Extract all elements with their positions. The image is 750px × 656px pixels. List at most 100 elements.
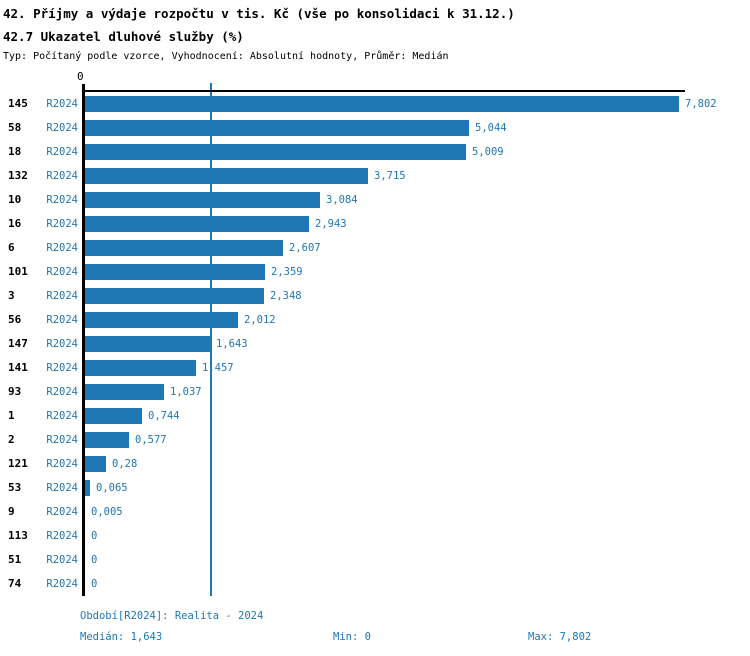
chart-row: 93 R2024 1,037: [0, 380, 750, 404]
value-label: 5,044: [475, 122, 507, 134]
value-label: 7,802: [685, 98, 717, 110]
value-label: 2,607: [289, 242, 321, 254]
row-category-label: 6: [8, 241, 15, 254]
value-bar: [85, 312, 238, 328]
row-category-label: 121: [8, 457, 28, 470]
chart-row: 51 R2024 0: [0, 548, 750, 572]
value-bar: [85, 264, 265, 280]
row-series-label: R2024: [46, 242, 78, 254]
legend-period-line: Období[R2024]: Realita - 2024: [80, 610, 264, 622]
chart-row: 145 R2024 7,802: [0, 92, 750, 116]
chart-subtitle: 42.7 Ukazatel dluhové služby (%): [3, 29, 244, 44]
row-series-label: R2024: [46, 506, 78, 518]
row-category-label: 18: [8, 145, 22, 158]
value-bar: [85, 288, 264, 304]
value-bar: [85, 432, 129, 448]
row-series-label: R2024: [46, 338, 78, 350]
chart-row: 147 R2024 1,643: [0, 332, 750, 356]
max-stat-label: Max: 7,802: [528, 631, 592, 643]
chart-row: 113 R2024 0: [0, 524, 750, 548]
row-category-label: 113: [8, 529, 28, 542]
row-series-label: R2024: [46, 194, 78, 206]
row-category-label: 9: [8, 505, 15, 518]
chart-title: 42. Příjmy a výdaje rozpočtu v tis. Kč (…: [3, 6, 515, 21]
value-label: 2,943: [315, 218, 347, 230]
row-series-label: R2024: [46, 482, 78, 494]
row-series-label: R2024: [46, 554, 78, 566]
value-label: 5,009: [472, 146, 504, 158]
value-bar: [85, 96, 679, 112]
value-bar: [85, 216, 309, 232]
row-category-label: 93: [8, 385, 22, 398]
row-series-label: R2024: [46, 578, 78, 590]
value-bar: [85, 168, 368, 184]
row-series-label: R2024: [46, 290, 78, 302]
row-series-label: R2024: [46, 362, 78, 374]
row-series-label: R2024: [46, 122, 78, 134]
x-axis-zero-tick-label: 0: [77, 70, 84, 83]
value-bar: [85, 384, 164, 400]
value-bar: [85, 360, 196, 376]
row-category-label: 56: [8, 313, 22, 326]
row-series-label: R2024: [46, 98, 78, 110]
row-category-label: 53: [8, 481, 22, 494]
median-reference-line: [210, 83, 212, 596]
chart-meta-line: Typ: Počítaný podle vzorce, Vyhodnocení:…: [3, 51, 449, 62]
chart-row: 3 R2024 2,348: [0, 284, 750, 308]
row-category-label: 74: [8, 577, 22, 590]
value-label: 0: [91, 530, 98, 542]
value-label: 0: [91, 554, 98, 566]
chart-row: 56 R2024 2,012: [0, 308, 750, 332]
value-label: 0,065: [96, 482, 128, 494]
value-label: 1,643: [216, 338, 248, 350]
chart-row: 10 R2024 3,084: [0, 188, 750, 212]
value-bar: [85, 480, 90, 496]
row-category-label: 101: [8, 265, 28, 278]
chart-row: 101 R2024 2,359: [0, 260, 750, 284]
chart-row: 18 R2024 5,009: [0, 140, 750, 164]
value-bar: [85, 192, 320, 208]
row-series-label: R2024: [46, 458, 78, 470]
row-category-label: 132: [8, 169, 28, 182]
row-category-label: 10: [8, 193, 22, 206]
row-series-label: R2024: [46, 530, 78, 542]
value-bar: [85, 408, 142, 424]
value-label: 0,005: [91, 506, 123, 518]
value-label: 3,084: [326, 194, 358, 206]
value-bar: [85, 144, 466, 160]
chart-row: 6 R2024 2,607: [0, 236, 750, 260]
chart-row: 1 R2024 0,744: [0, 404, 750, 428]
chart-row: 58 R2024 5,044: [0, 116, 750, 140]
value-bar: [85, 240, 283, 256]
chart-row: 2 R2024 0,577: [0, 428, 750, 452]
chart-row: 141 R2024 1,457: [0, 356, 750, 380]
row-category-label: 51: [8, 553, 22, 566]
row-series-label: R2024: [46, 410, 78, 422]
value-label: 0,28: [112, 458, 138, 470]
row-category-label: 1: [8, 409, 15, 422]
row-series-label: R2024: [46, 386, 78, 398]
chart-row: 53 R2024 0,065: [0, 476, 750, 500]
row-category-label: 2: [8, 433, 15, 446]
row-series-label: R2024: [46, 266, 78, 278]
value-bar: [85, 120, 469, 136]
y-axis-line: [82, 84, 85, 596]
value-label: 0: [91, 578, 98, 590]
value-bar: [85, 336, 210, 352]
chart-row: 74 R2024 0: [0, 572, 750, 596]
x-axis-line: [82, 90, 685, 92]
value-label: 3,715: [374, 170, 406, 182]
row-series-label: R2024: [46, 146, 78, 158]
value-label: 2,012: [244, 314, 276, 326]
value-label: 2,359: [271, 266, 303, 278]
bar-chart: 145 R2024 7,802 58 R2024 5,044 18 R2024 …: [0, 92, 750, 596]
row-category-label: 3: [8, 289, 15, 302]
value-label: 1,037: [170, 386, 202, 398]
value-label: 2,348: [270, 290, 302, 302]
min-stat-label: Min: 0: [333, 631, 371, 643]
row-series-label: R2024: [46, 314, 78, 326]
value-bar: [85, 456, 106, 472]
chart-row: 132 R2024 3,715: [0, 164, 750, 188]
row-category-label: 58: [8, 121, 22, 134]
